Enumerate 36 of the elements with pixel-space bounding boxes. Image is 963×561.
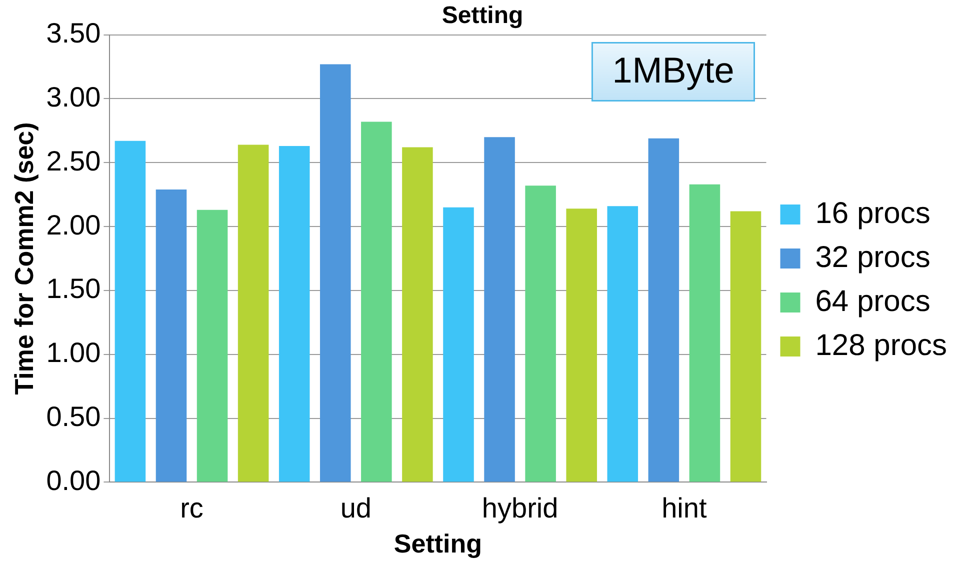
x-tick-label: hint — [662, 492, 707, 524]
bar — [730, 211, 762, 482]
bar — [443, 207, 474, 482]
bar — [525, 186, 556, 482]
bar — [648, 138, 680, 482]
bar — [156, 189, 187, 482]
bar — [689, 184, 720, 482]
legend-label: 16 procs — [815, 196, 930, 230]
legend-label: 64 procs — [815, 284, 930, 318]
bar — [238, 144, 269, 482]
y-tick-label: 3.00 — [46, 81, 101, 112]
chart-title: Setting — [442, 2, 524, 30]
y-tick-label: 3.50 — [46, 18, 101, 49]
bar — [278, 146, 310, 482]
y-tick-label: 1.50 — [46, 273, 101, 304]
x-tick-label: hybrid — [482, 492, 558, 524]
bar — [196, 210, 228, 482]
legend-label: 128 procs — [815, 328, 947, 362]
y-tick-label: 2.50 — [46, 145, 101, 176]
y-tick-label: 0.50 — [46, 401, 101, 432]
x-tick-label: ud — [340, 492, 372, 524]
bar — [566, 208, 597, 482]
y-tick-label: 1.00 — [46, 337, 101, 368]
x-tick-label: rc — [180, 492, 204, 524]
x-axis-title: Setting — [394, 528, 482, 559]
bar — [114, 140, 146, 482]
y-axis-title: Time for Comm2 (sec) — [8, 122, 39, 395]
annotation: 1MByte — [612, 50, 734, 91]
y-tick-label: 2.00 — [46, 209, 101, 240]
bar — [402, 147, 433, 482]
bar — [484, 137, 515, 482]
y-tick-label: 0.00 — [46, 464, 101, 496]
bar — [361, 122, 392, 482]
bar — [320, 64, 351, 482]
legend-label: 32 procs — [815, 240, 930, 274]
bar — [607, 206, 638, 482]
